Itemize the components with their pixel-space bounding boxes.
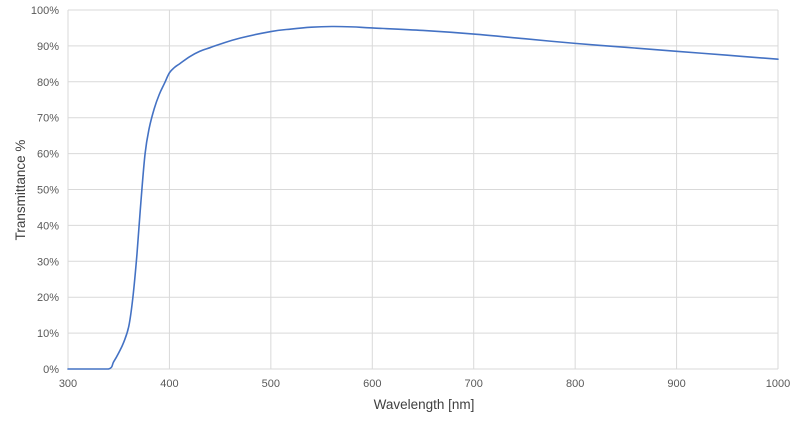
transmittance-series-line [67, 25, 779, 370]
x-tick-label: 1000 [766, 378, 790, 390]
y-tick-label: 100% [31, 5, 59, 17]
y-tick-label: 90% [37, 41, 59, 53]
y-tick-label: 60% [37, 149, 59, 161]
y-tick-label: 30% [37, 256, 59, 268]
x-tick-label: 500 [262, 378, 280, 390]
series-layer [67, 25, 779, 370]
x-tick-label: 700 [465, 378, 483, 390]
gridlines [67, 9, 779, 370]
x-tick-label: 600 [363, 378, 381, 390]
tick-labels: 0% 10% 20% 30% 40% 50% 60% 70% 80% 90% 100% 300 400 5… [31, 5, 790, 390]
y-tick-label: 50% [37, 185, 59, 197]
y-tick-label: 20% [37, 292, 59, 304]
y-tick-label: 10% [37, 328, 59, 340]
y-tick-label: 0% [43, 364, 59, 376]
x-tick-label: 900 [667, 378, 685, 390]
y-tick-label: 40% [37, 220, 59, 232]
x-tick-label: 800 [566, 378, 584, 390]
x-axis-title: Wavelength [nm] [374, 397, 475, 412]
y-tick-label: 70% [37, 113, 59, 125]
x-tick-label: 400 [160, 378, 178, 390]
y-axis-title: Transmittance % [13, 140, 28, 241]
y-tick-label: 80% [37, 77, 59, 89]
x-tick-label: 300 [59, 378, 77, 390]
